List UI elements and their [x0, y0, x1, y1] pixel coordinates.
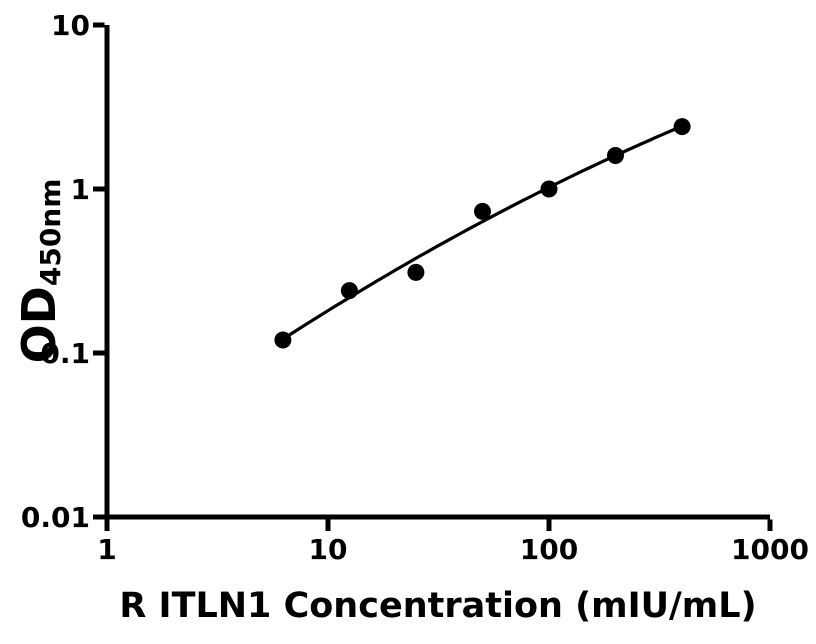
data-point: [673, 118, 691, 136]
y-tick-label: 0.1: [40, 337, 90, 370]
data-point: [407, 263, 425, 281]
data-point: [540, 180, 558, 198]
data-point: [607, 147, 624, 164]
y-tick-label: 0.01: [21, 501, 90, 534]
x-axis-title: R ITLN1 Concentration (mIU/mL): [119, 586, 756, 626]
x-tick-label: 1000: [731, 533, 809, 566]
y-axis-title-main: OD: [12, 286, 66, 363]
data-point: [474, 202, 491, 220]
data-point: [274, 331, 292, 349]
axis-spines: [104, 25, 770, 520]
y-tick-label: 1: [71, 173, 90, 206]
data-point: [340, 282, 358, 300]
x-tick-label: 100: [520, 533, 578, 566]
x-tick-label: 1: [97, 533, 116, 566]
x-tick-label: 10: [309, 533, 348, 566]
y-tick-label: 10: [51, 9, 90, 42]
y-axis-title: OD450nm: [12, 179, 67, 364]
y-axis-title-subscript: 450nm: [34, 179, 67, 287]
plot-area: 0.01 0.1 1 10 1 10 100 1000: [21, 9, 809, 566]
